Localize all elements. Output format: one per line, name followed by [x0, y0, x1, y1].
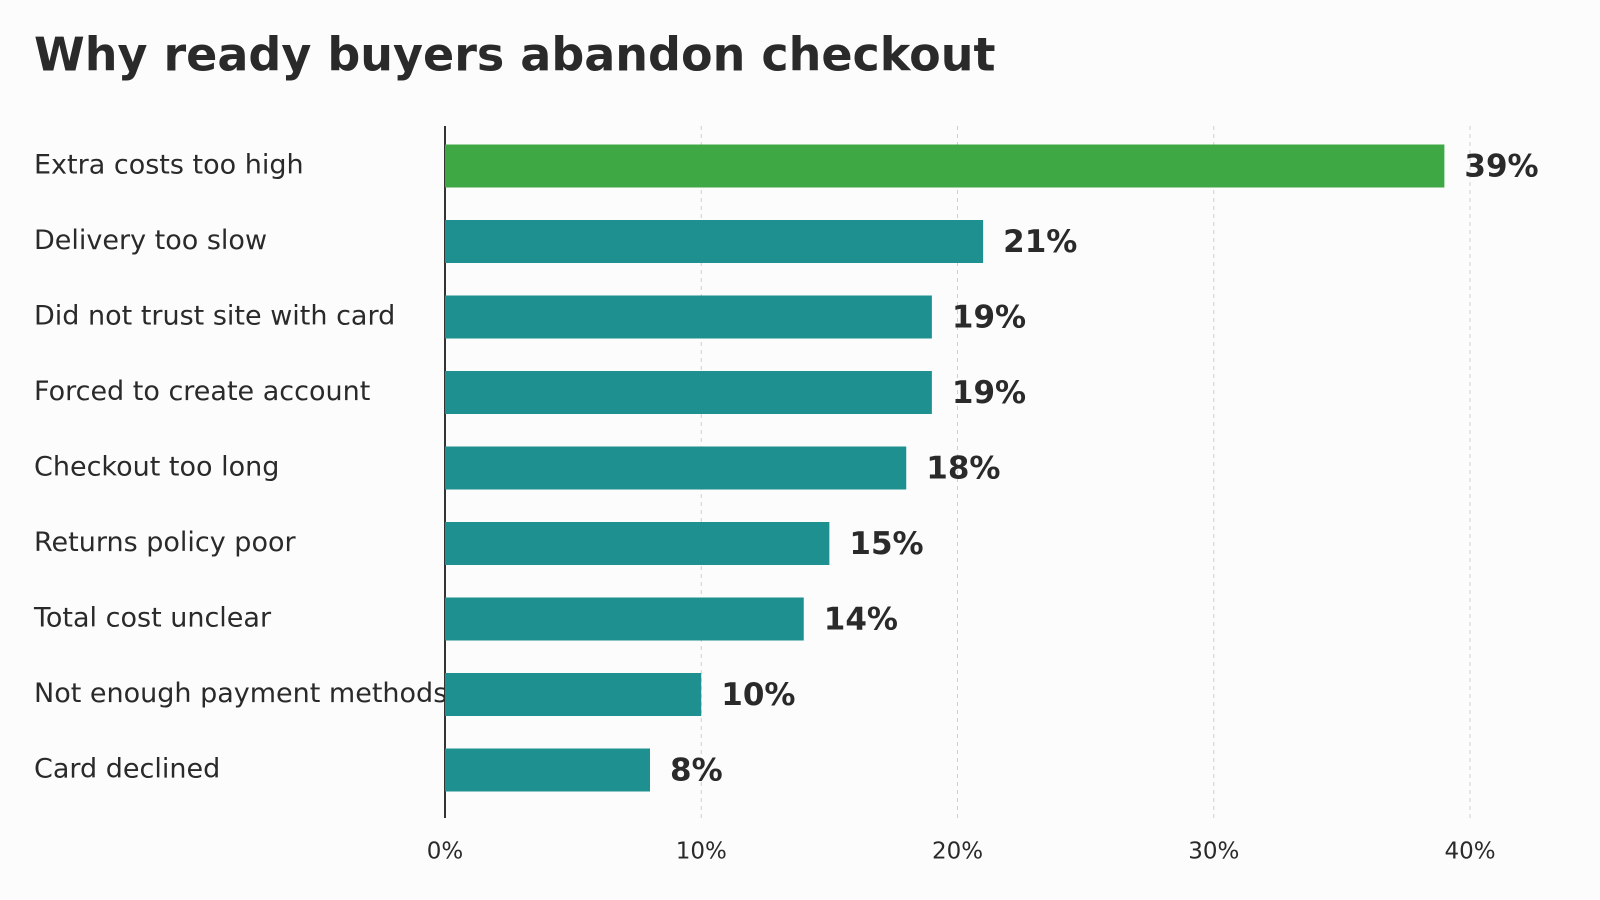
category-label: Not enough payment methods [34, 678, 447, 709]
bar [445, 371, 932, 414]
bar [445, 446, 907, 490]
chart-title: Why ready buyers abandon checkout [34, 28, 996, 82]
value-label: 21% [1003, 224, 1077, 260]
value-label: 18% [926, 451, 1000, 487]
value-label: 19% [952, 375, 1026, 411]
x-tick-label: 20% [932, 839, 983, 865]
category-label: Did not trust site with card [34, 301, 395, 332]
value-label: 10% [721, 677, 795, 713]
bar [445, 522, 830, 565]
x-tick-label: 30% [1188, 839, 1239, 865]
category-label: Returns policy poor [34, 527, 296, 558]
x-tick-label: 40% [1444, 839, 1495, 865]
value-label: 14% [824, 602, 898, 638]
x-tick-label: 0% [427, 839, 464, 865]
bar [445, 748, 650, 792]
bar [445, 597, 804, 641]
bar [445, 144, 1445, 188]
bar [445, 295, 932, 339]
value-label: 8% [670, 753, 723, 789]
category-label: Extra costs too high [34, 150, 304, 181]
category-label: Delivery too slow [34, 225, 267, 256]
category-label: Checkout too long [34, 452, 279, 483]
category-label: Card declined [34, 754, 220, 785]
value-label: 39% [1464, 149, 1538, 185]
category-label: Forced to create account [34, 376, 370, 407]
bar [445, 673, 702, 716]
category-label: Total cost unclear [33, 603, 272, 634]
x-tick-label: 10% [676, 839, 727, 865]
value-label: 15% [849, 526, 923, 562]
value-label: 19% [952, 300, 1026, 336]
bar [445, 220, 984, 263]
